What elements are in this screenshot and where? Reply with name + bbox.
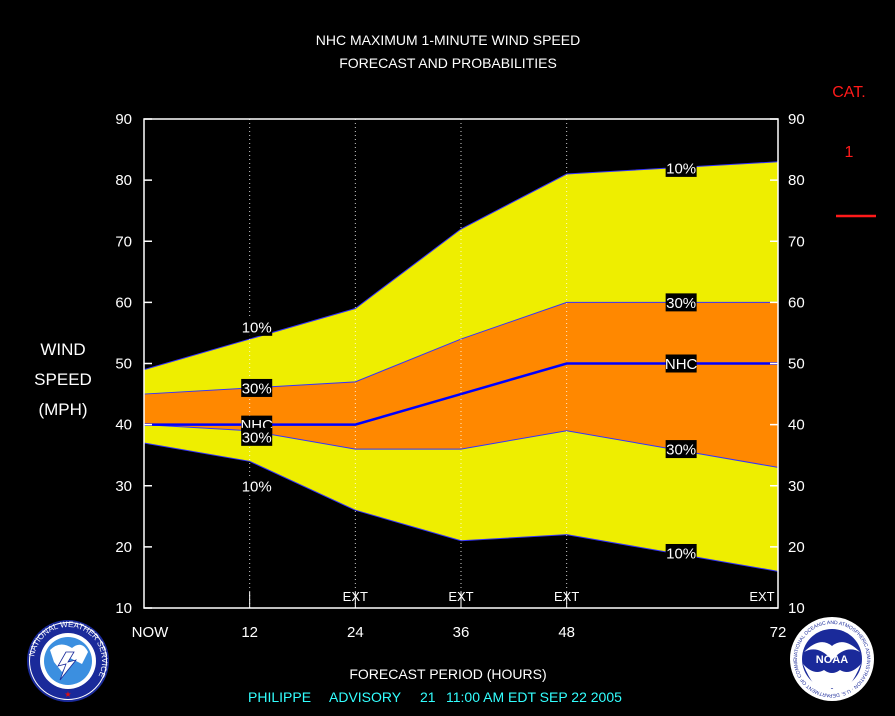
band-label-box-7 bbox=[665, 354, 697, 373]
band-label-box-3 bbox=[241, 427, 273, 446]
ytick-left-label-40: 40 bbox=[115, 417, 132, 434]
ext-label-24: EXT bbox=[343, 589, 368, 604]
ytick-right-label-50: 50 bbox=[788, 356, 805, 373]
chart-title-line1: NHC MAXIMUM 1-MINUTE WIND SPEED bbox=[316, 32, 580, 48]
band-30pct-area bbox=[144, 302, 778, 468]
band-label-box-5 bbox=[665, 158, 697, 177]
band-10pct-upper-edge bbox=[143, 161, 779, 371]
band-30pct-lower-edge bbox=[143, 424, 779, 468]
band-label-box-9 bbox=[665, 543, 697, 562]
xtick-label-36: 36 bbox=[453, 624, 470, 641]
band-label-box-0 bbox=[241, 317, 273, 336]
band-label-7: NHC bbox=[665, 356, 698, 373]
band-label-box-1 bbox=[241, 378, 273, 397]
ytick-right-label-90: 90 bbox=[788, 111, 805, 128]
ytick-left-label-20: 20 bbox=[115, 539, 132, 556]
xtick-label-24: 24 bbox=[347, 624, 364, 641]
chart-title-line2: FORECAST AND PROBABILITIES bbox=[339, 55, 557, 71]
band-label-5: 10% bbox=[666, 160, 696, 177]
svg-text:★: ★ bbox=[64, 690, 71, 699]
ytick-right-label-10: 10 bbox=[788, 600, 805, 617]
xtick-label-72: 72 bbox=[770, 624, 787, 641]
ytick-right-label-70: 70 bbox=[788, 233, 805, 250]
ext-label-48: EXT bbox=[554, 589, 579, 604]
ytick-left-label-10: 10 bbox=[115, 600, 132, 617]
category-heading: CAT. bbox=[832, 84, 865, 101]
xtick-label-48: 48 bbox=[558, 624, 575, 641]
band-label-4: 10% bbox=[242, 478, 272, 495]
band-label-0: 10% bbox=[242, 319, 272, 336]
band-label-6: 30% bbox=[666, 295, 696, 312]
band-label-box-6 bbox=[665, 293, 697, 312]
ytick-right-label-80: 80 bbox=[788, 172, 805, 189]
probability-bands bbox=[143, 161, 779, 572]
ytick-right-label-60: 60 bbox=[788, 294, 805, 311]
advisory-label: ADVISORY bbox=[329, 689, 402, 705]
ytick-left-label-60: 60 bbox=[115, 294, 132, 311]
advisory-number: 21 bbox=[420, 689, 436, 705]
ext-label-36: EXT bbox=[448, 589, 473, 604]
band-30pct-upper-edge bbox=[143, 301, 778, 395]
ytick-right-label-30: 30 bbox=[788, 478, 805, 495]
y-axis-label-line1: WIND bbox=[40, 340, 85, 359]
ytick-left-label-30: 30 bbox=[115, 478, 132, 495]
ext-marks: EXT EXT EXT EXT bbox=[343, 589, 775, 604]
advisory-line: PHILIPPE ADVISORY 21 11:00 AM EDT SEP 22… bbox=[248, 689, 622, 705]
nws-logo: NATIONAL WEATHER SERVICE ★ bbox=[27, 620, 109, 702]
ytick-right-label-20: 20 bbox=[788, 539, 805, 556]
axis-ticks: 10 10 20 20 30 30 40 40 50 50 60 60 70 70 80 80 90 90 NOW 1… bbox=[115, 111, 804, 641]
y-axis-label-line3: (MPH) bbox=[38, 400, 87, 419]
x-axis-label: FORECAST PERIOD (HOURS) bbox=[349, 666, 546, 682]
ext-label-72: EXT bbox=[749, 589, 774, 604]
ytick-left-label-70: 70 bbox=[115, 233, 132, 250]
forecast-line-group bbox=[144, 362, 778, 426]
band-label-box-8 bbox=[665, 440, 697, 459]
ytick-left-label-80: 80 bbox=[115, 172, 132, 189]
storm-name: PHILIPPE bbox=[248, 689, 311, 705]
advisory-time: 11:00 AM EDT SEP 22 2005 bbox=[446, 689, 622, 705]
xtick-label-0: NOW bbox=[132, 624, 170, 641]
ytick-left-label-90: 90 bbox=[115, 111, 132, 128]
band-label-box-4 bbox=[241, 476, 273, 495]
ytick-left-label-50: 50 bbox=[115, 356, 132, 373]
category-value: 1 bbox=[845, 144, 854, 161]
band-label-8: 30% bbox=[666, 442, 696, 459]
y-axis-label-line2: SPEED bbox=[34, 370, 92, 389]
band-10pct-lower-edge bbox=[143, 442, 779, 572]
band-label-9: 10% bbox=[666, 545, 696, 562]
noaa-logo-text: NOAA bbox=[816, 654, 848, 666]
band-label-1: 30% bbox=[242, 380, 272, 397]
nhc-forecast-line bbox=[144, 362, 778, 426]
xtick-label-12: 12 bbox=[241, 624, 258, 641]
band-label-3: 30% bbox=[242, 429, 272, 446]
ytick-right-label-40: 40 bbox=[788, 417, 805, 434]
